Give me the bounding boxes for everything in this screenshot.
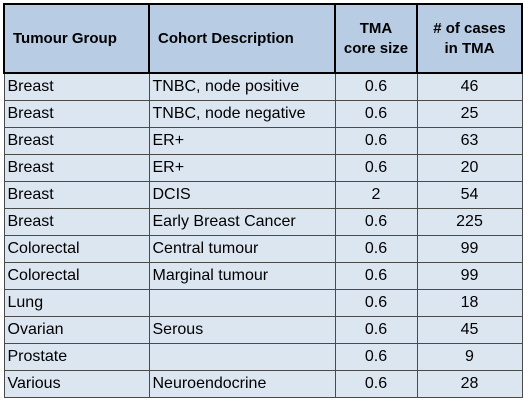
cell-cases: 46	[416, 72, 523, 101]
cell-tumour-group: Breast	[3, 72, 150, 101]
cell-tumour-group: Breast	[3, 181, 150, 209]
table-row: Breast TNBC, node negative 0.6 25	[3, 100, 523, 128]
cell-tumour-group: Ovarian	[3, 316, 150, 344]
header-tma-core-size-line2: core size	[343, 39, 409, 57]
cell-tumour-group: Breast	[3, 154, 150, 182]
cell-cohort-description: Early Breast Cancer	[148, 208, 336, 236]
cell-core-size: 0.6	[334, 343, 418, 371]
cell-cases: 225	[416, 208, 523, 236]
cell-tumour-group: Colorectal	[3, 262, 150, 290]
cell-core-size: 0.6	[334, 154, 418, 182]
cell-cohort-description: Marginal tumour	[148, 262, 336, 290]
cell-cases: 54	[416, 181, 523, 209]
cell-cases: 99	[416, 235, 523, 263]
cell-cohort-description: ER+	[148, 154, 336, 182]
cell-core-size: 2	[334, 181, 418, 209]
table-row: Breast Early Breast Cancer 0.6 225	[3, 208, 523, 236]
table-row: Breast ER+ 0.6 20	[3, 154, 523, 182]
cell-cohort-description	[148, 289, 336, 317]
cell-core-size: 0.6	[334, 316, 418, 344]
header-tumour-group: Tumour Group	[3, 3, 150, 74]
table-row: Various Neuroendocrine 0.6 28	[3, 370, 523, 398]
cell-cases: 45	[416, 316, 523, 344]
cell-cases: 20	[416, 154, 523, 182]
cell-tumour-group: Breast	[3, 100, 150, 128]
cell-core-size: 0.6	[334, 72, 418, 101]
cell-tumour-group: Lung	[3, 289, 150, 317]
cell-cases: 99	[416, 262, 523, 290]
table-row: Ovarian Serous 0.6 45	[3, 316, 523, 344]
cell-cohort-description: DCIS	[148, 181, 336, 209]
cell-core-size: 0.6	[334, 127, 418, 155]
cell-core-size: 0.6	[334, 235, 418, 263]
cell-cases: 9	[416, 343, 523, 371]
header-tma-core-size-line1: TMA	[359, 19, 393, 37]
table-row: Breast TNBC, node positive 0.6 46	[3, 72, 523, 101]
cell-cases: 28	[416, 370, 523, 398]
table-header-row: Tumour Group Cohort Description TMA core…	[3, 3, 523, 74]
table-row: Breast DCIS 2 54	[3, 181, 523, 209]
table-row: Prostate 0.6 9	[3, 343, 523, 371]
cell-core-size: 0.6	[334, 370, 418, 398]
cell-core-size: 0.6	[334, 262, 418, 290]
cell-tumour-group: Prostate	[3, 343, 150, 371]
cell-tumour-group: Breast	[3, 208, 150, 236]
header-tma-core-size: TMA core size	[334, 3, 418, 74]
cell-cases: 25	[416, 100, 523, 128]
cell-tumour-group: Various	[3, 370, 150, 398]
header-cohort-description: Cohort Description	[148, 3, 336, 74]
cell-cohort-description: ER+	[148, 127, 336, 155]
cell-tumour-group: Colorectal	[3, 235, 150, 263]
cell-core-size: 0.6	[334, 289, 418, 317]
table-row: Lung 0.6 18	[3, 289, 523, 317]
cell-cases: 63	[416, 127, 523, 155]
cell-core-size: 0.6	[334, 100, 418, 128]
cell-tumour-group: Breast	[3, 127, 150, 155]
cell-cohort-description: TNBC, node negative	[148, 100, 336, 128]
header-number-of-cases-line2: in TMA	[444, 39, 495, 57]
table-row: Colorectal Central tumour 0.6 99	[3, 235, 523, 263]
tma-cohort-table: Tumour Group Cohort Description TMA core…	[3, 3, 523, 398]
cell-cohort-description	[148, 343, 336, 371]
cell-cohort-description: Serous	[148, 316, 336, 344]
cell-cohort-description: Central tumour	[148, 235, 336, 263]
cell-cohort-description: Neuroendocrine	[148, 370, 336, 398]
table-row: Colorectal Marginal tumour 0.6 99	[3, 262, 523, 290]
header-number-of-cases-line1: # of cases	[433, 19, 506, 37]
table-row: Breast ER+ 0.6 63	[3, 127, 523, 155]
cell-cases: 18	[416, 289, 523, 317]
header-number-of-cases: # of cases in TMA	[416, 3, 523, 74]
cell-core-size: 0.6	[334, 208, 418, 236]
cell-cohort-description: TNBC, node positive	[148, 72, 336, 101]
